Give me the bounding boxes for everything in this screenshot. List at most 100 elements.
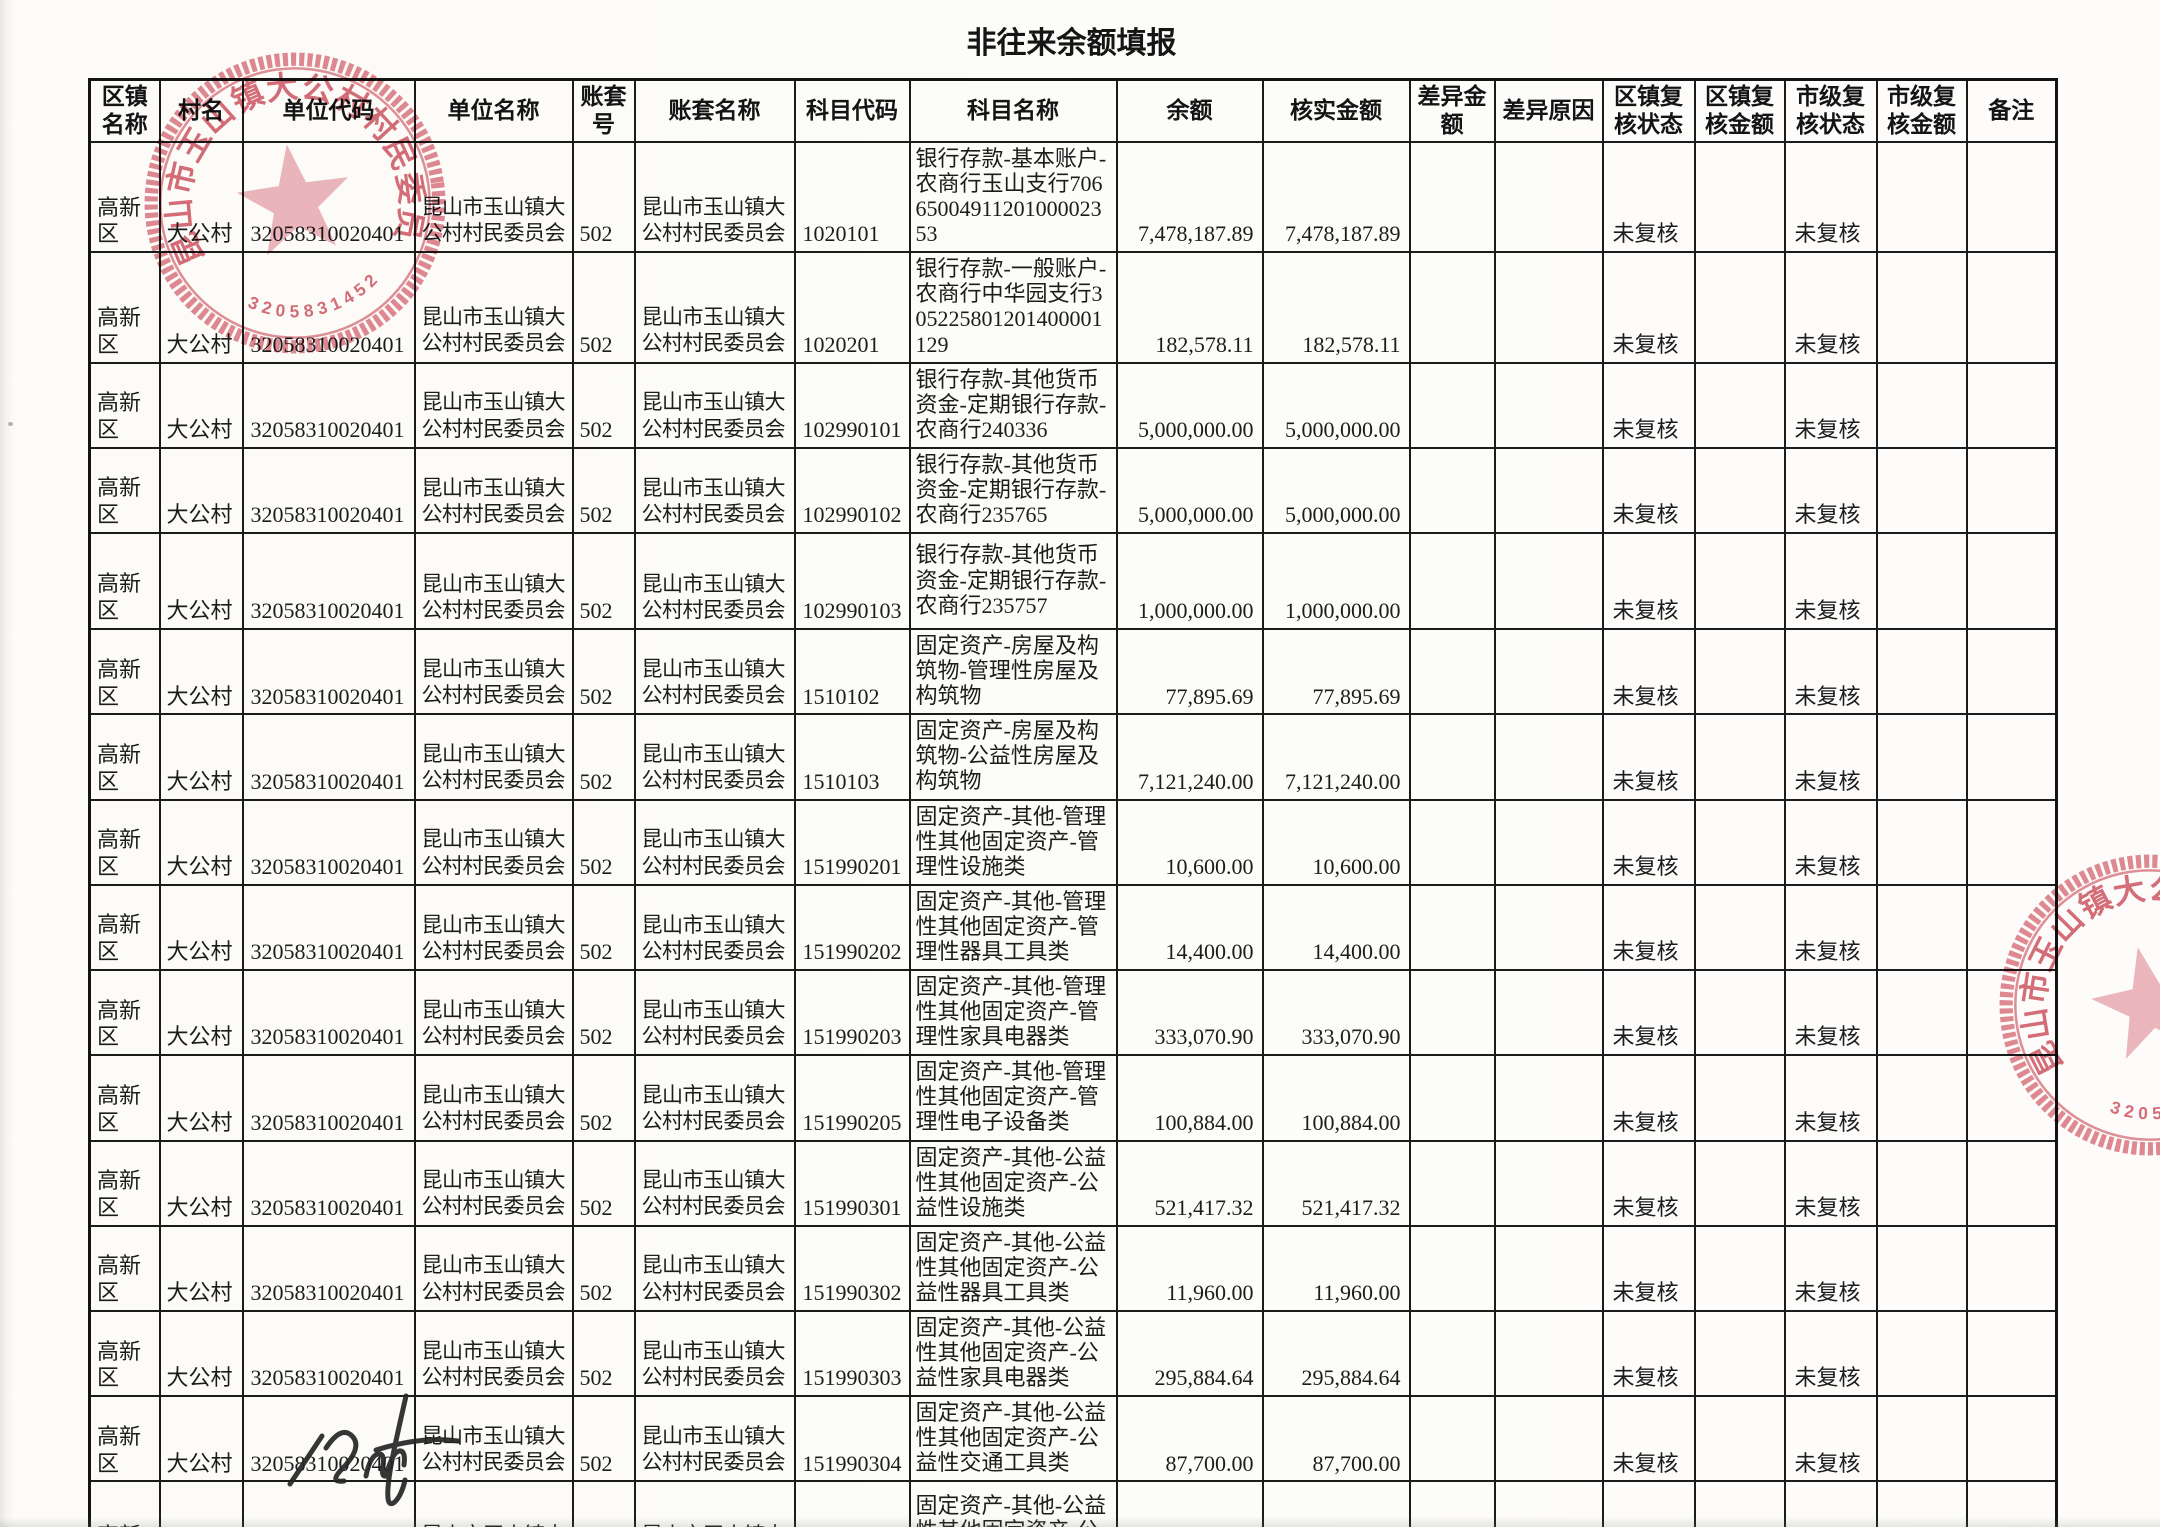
cell-book-name: 昆山市玉山镇大公村村民委员会: [633, 361, 796, 449]
cell-unit-name: 昆山市玉山镇大公村村民委员会: [413, 251, 574, 364]
cell-unit-code: 32058310020401: [241, 140, 416, 254]
cell-unit-code: 32058310020401: [241, 446, 416, 535]
table-row: 高新区 大公村 32058310020401 昆山市玉山镇大公村村民委员会 50…: [88, 140, 2058, 254]
cell-book-name: 昆山市玉山镇大公村村民委员会: [633, 628, 796, 716]
cell-book-no: 502: [571, 1480, 636, 1527]
cell-diff-reason: [1493, 251, 1604, 364]
cell-subject-name: 固定资产-其他-公益性其他固定资产-公益性交通工具类: [908, 1395, 1118, 1483]
cell-diff-amount: [1408, 1395, 1496, 1483]
cell-city-review-status: 未复核: [1783, 628, 1878, 716]
cell-unit-name: 昆山市玉山镇大公村村民委员会: [413, 1139, 574, 1227]
cell-subject-code: 1020101: [793, 140, 911, 254]
cell-subject-code: 151990203: [793, 969, 911, 1057]
cell-town-review-status: 未复核: [1601, 140, 1696, 254]
cell-subject-name: 固定资产-房屋及构筑物-公益性房屋及构筑物: [908, 713, 1118, 801]
cell-subject-name: 银行存款-一般账户-农商行中华园支行305225801201400001129: [908, 251, 1118, 364]
column-header: 单位名称: [413, 78, 574, 143]
cell-town-review-amount: [1693, 1480, 1786, 1527]
cell-subject-name: 银行存款-基本账户-农商行玉山支行7066500491120100002353: [908, 140, 1118, 254]
cell-district: 高新区: [88, 140, 161, 254]
cell-city-review-status: 未复核: [1783, 969, 1878, 1057]
cell-subject-name: 固定资产-其他-管理性其他固定资产-管理性电子设备类: [908, 1054, 1118, 1142]
cell-verified-amount: 7,121,240.00: [1261, 713, 1411, 801]
column-header: 差异金额: [1408, 78, 1496, 143]
table-row: 高新区 大公村 32058310020401 昆山市玉山镇大公村村民委员会 50…: [88, 1139, 2058, 1227]
cell-book-no: 502: [571, 883, 636, 972]
cell-diff-reason: [1493, 1395, 1604, 1483]
cell-city-review-status: 未复核: [1783, 1309, 1878, 1398]
cell-remark: [1965, 361, 2058, 449]
cell-balance: 10,600.00: [1115, 798, 1264, 886]
cell-district: 高新区: [88, 532, 161, 631]
cell-subject-code: 151990303: [793, 1309, 911, 1398]
cell-district: 高新区: [88, 1224, 161, 1312]
cell-city-review-amount: [1875, 446, 1968, 535]
cell-book-name: 昆山市玉山镇大公村村民委员会: [633, 251, 796, 364]
cell-city-review-status: 未复核: [1783, 1054, 1878, 1142]
cell-town-review-amount: [1693, 251, 1786, 364]
cell-balance: 5,000,000.00: [1115, 446, 1264, 535]
cell-city-review-amount: [1875, 1309, 1968, 1398]
table-row: 高新区 大公村 32058310020401 昆山市玉山镇大公村村民委员会 50…: [88, 883, 2058, 972]
column-header: 区镇复核金额: [1693, 78, 1786, 143]
cell-verified-amount: 521,417.32: [1261, 1139, 1411, 1227]
cell-book-name: 昆山市玉山镇大公村村民委员会: [633, 532, 796, 631]
cell-diff-reason: [1493, 1224, 1604, 1312]
cell-book-no: 502: [571, 713, 636, 801]
cell-diff-reason: [1493, 969, 1604, 1057]
cell-town-review-status: 未复核: [1601, 1395, 1696, 1483]
cell-town-review-amount: [1693, 1224, 1786, 1312]
cell-unit-name: 昆山市玉山镇大公村村民委员会: [413, 1309, 574, 1398]
cell-diff-amount: [1408, 140, 1496, 254]
cell-verified-amount: 182,578.11: [1261, 251, 1411, 364]
cell-balance: 11,960.00: [1115, 1224, 1264, 1312]
cell-city-review-status: 未复核: [1783, 883, 1878, 972]
cell-town-review-status: 未复核: [1601, 1480, 1696, 1527]
cell-city-review-status: 未复核: [1783, 1480, 1878, 1527]
cell-district: 高新区: [88, 883, 161, 972]
cell-diff-amount: [1408, 628, 1496, 716]
cell-town-review-amount: [1693, 798, 1786, 886]
cell-remark: [1965, 713, 2058, 801]
column-header: 单位代码: [241, 78, 416, 143]
cell-remark: [1965, 1480, 2058, 1527]
cell-city-review-status: 未复核: [1783, 1139, 1878, 1227]
cell-city-review-amount: [1875, 251, 1968, 364]
cell-book-name: 昆山市玉山镇大公村村民委员会: [633, 140, 796, 254]
cell-verified-amount: 1,000,000.00: [1261, 532, 1411, 631]
cell-book-name: 昆山市玉山镇大公村村民委员会: [633, 1224, 796, 1312]
cell-city-review-amount: [1875, 628, 1968, 716]
cell-subject-name: 固定资产-其他-公益性其他固定资产-公益性设施类: [908, 1139, 1118, 1227]
table-row: 高新区 大公村 32058310020401 昆山市玉山镇大公村村民委员会 50…: [88, 1054, 2058, 1142]
table-row: 高新区 大公村 32058310020401 昆山市玉山镇大公村村民委员会 50…: [88, 446, 2058, 535]
cell-unit-name: 昆山市玉山镇大公村村民委员会: [413, 1395, 574, 1483]
cell-town-review-status: 未复核: [1601, 1139, 1696, 1227]
cell-district: 高新区: [88, 713, 161, 801]
cell-diff-reason: [1493, 1480, 1604, 1527]
header-row: 区镇名称 村名 单位代码 单位名称 账套号 账套名称 科目代码 科目名称 余额 …: [88, 78, 2058, 143]
cell-unit-name: 昆山市玉山镇大公村村民委员会: [413, 969, 574, 1057]
cell-village: 大公村: [158, 1480, 244, 1527]
cell-town-review-status: 未复核: [1601, 628, 1696, 716]
cell-verified-amount: 75,657.00: [1261, 1480, 1411, 1527]
cell-unit-code: 32058310020401: [241, 628, 416, 716]
cell-diff-reason: [1493, 883, 1604, 972]
cell-diff-reason: [1493, 1309, 1604, 1398]
cell-diff-amount: [1408, 798, 1496, 886]
cell-subject-name: 银行存款-其他货币资金-定期银行存款-农商行240336: [908, 361, 1118, 449]
cell-balance: 295,884.64: [1115, 1309, 1264, 1398]
cell-unit-code: 32058310020401: [241, 1054, 416, 1142]
cell-book-no: 502: [571, 1309, 636, 1398]
cell-remark: [1965, 1309, 2058, 1398]
cell-balance: 87,700.00: [1115, 1395, 1264, 1483]
cell-unit-code: 32058310020401: [241, 1224, 416, 1312]
cell-unit-name: 昆山市玉山镇大公村村民委员会: [413, 713, 574, 801]
cell-remark: [1965, 1139, 2058, 1227]
cell-unit-code: 32058310020401: [241, 1480, 416, 1527]
cell-city-review-amount: [1875, 713, 1968, 801]
cell-remark: [1965, 140, 2058, 254]
cell-district: 高新区: [88, 798, 161, 886]
cell-village: 大公村: [158, 361, 244, 449]
cell-town-review-amount: [1693, 969, 1786, 1057]
cell-unit-code: 32058310020401: [241, 798, 416, 886]
